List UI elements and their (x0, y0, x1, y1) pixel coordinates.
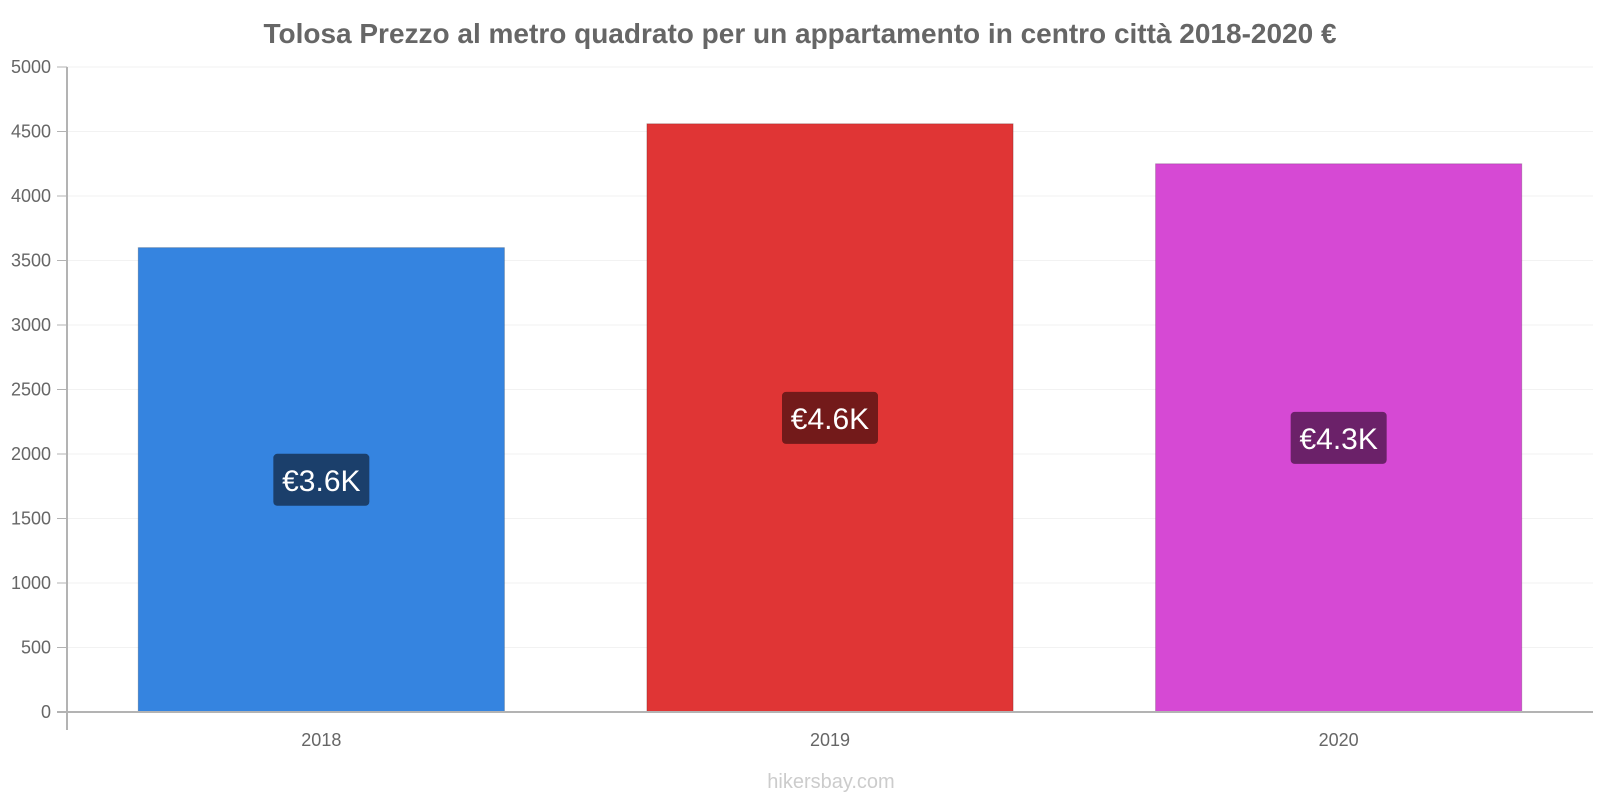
y-tick-label: 3000 (11, 315, 51, 335)
y-tick-label: 0 (41, 702, 51, 722)
y-tick-label: 1500 (11, 509, 51, 529)
y-tick-label: 4500 (11, 122, 51, 142)
y-tick-label: 3500 (11, 251, 51, 271)
y-tick-label: 500 (21, 638, 51, 658)
x-axis: 2018 2019 2020 (301, 730, 1358, 750)
data-label: €4.3K (1299, 423, 1377, 456)
x-tick-label: 2018 (301, 730, 341, 750)
y-tick-label: 5000 (11, 57, 51, 77)
y-tick-label: 2500 (11, 380, 51, 400)
y-tick-label: 1000 (11, 573, 51, 593)
chart-title: Tolosa Prezzo al metro quadrato per un a… (263, 18, 1337, 49)
data-label: €3.6K (282, 465, 360, 498)
data-label: €4.6K (791, 403, 869, 436)
bars: €3.6K €4.6K €4.3K (137, 123, 1523, 713)
source-label: hikersbay.com (767, 771, 894, 793)
y-axis: 0 500 1000 1500 2000 2500 3000 3500 4000 4500 5000 (11, 57, 67, 722)
data-label-box (1290, 411, 1387, 464)
x-tick-label: 2020 (1319, 730, 1359, 750)
y-tick-label: 2000 (11, 444, 51, 464)
y-tick-label: 4000 (11, 186, 51, 206)
x-tick-label: 2019 (810, 730, 850, 750)
data-label-box (782, 391, 878, 444)
data-label-box (273, 453, 370, 506)
